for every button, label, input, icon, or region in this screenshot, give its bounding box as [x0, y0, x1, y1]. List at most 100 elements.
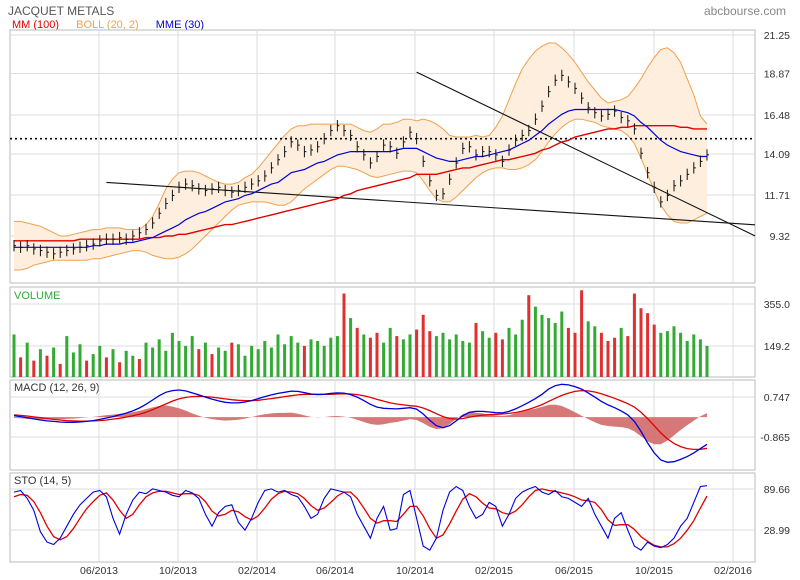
volume-bar [500, 339, 504, 377]
volume-bar [263, 341, 267, 377]
volume-bar [236, 344, 240, 377]
y-tick-label: 89.66 [764, 484, 790, 496]
volume-bar [533, 306, 537, 377]
volume-bar [170, 332, 174, 377]
y-tick-label: 11.71 [765, 190, 791, 202]
volume-bar [58, 363, 62, 377]
chart-title: JACQUET METALS [8, 4, 115, 18]
volume-bar [177, 341, 181, 377]
x-tick-label: 02/2016 [714, 565, 752, 577]
volume-bar [395, 336, 399, 377]
bollinger-band-fill [14, 43, 707, 270]
volume-bar [375, 332, 379, 377]
legend-mme: MME (30) [155, 19, 205, 31]
volume-bar [118, 362, 122, 377]
volume-bar [507, 327, 511, 377]
volume-bar [434, 336, 438, 377]
y-tick-label: 14.09 [764, 149, 790, 161]
volume-bar [230, 342, 234, 377]
volume-bar [45, 355, 49, 377]
volume-bar [652, 324, 656, 377]
volume-bar [38, 349, 42, 377]
y-tick-label: 16.48 [764, 110, 790, 122]
panel-frame [9, 29, 756, 284]
volume-bar [553, 323, 557, 377]
mme30-line [14, 108, 707, 248]
volume-bar [494, 332, 498, 377]
volume-bar [705, 345, 709, 377]
volume-bar [632, 293, 636, 377]
volume-bar [481, 331, 485, 377]
volume-bar [599, 332, 603, 377]
volume-bar [85, 360, 89, 377]
volume-bar [203, 342, 207, 377]
bollinger-upper-line [14, 42, 708, 237]
volume-bar [335, 336, 339, 377]
volume-bar [98, 345, 102, 377]
volume-bar [309, 339, 313, 377]
volume-bar [527, 295, 531, 377]
y-tick-label: 21.25 [764, 30, 790, 42]
x-tick-label: 10/2014 [396, 565, 434, 577]
volume-bar [329, 337, 333, 377]
macd-histogram [14, 404, 707, 445]
volume-bar [316, 341, 320, 377]
volume-bar [540, 314, 544, 377]
volume-bar [52, 347, 56, 377]
volume-bar [586, 321, 590, 377]
y-tick-label: 0.747 [764, 392, 790, 404]
macd-line [13, 383, 708, 463]
volume-bar [362, 334, 366, 377]
volume-bar [250, 345, 254, 377]
volume-bar [151, 347, 155, 377]
volume-bar [580, 290, 584, 377]
volume-bar [111, 349, 115, 377]
volume-bar [283, 344, 287, 377]
x-tick-label: 02/2015 [475, 565, 513, 577]
volume-bar [19, 357, 23, 377]
y-tick-label: 18.87 [764, 69, 790, 81]
volume-bar [243, 355, 247, 377]
volume-bar [71, 352, 75, 377]
volume-bar [368, 337, 372, 377]
volume-bar [408, 334, 412, 377]
sto-title: STO (14, 5) [14, 475, 72, 487]
volume-bar [190, 336, 194, 377]
volume-bar [547, 318, 551, 377]
volume-bar [124, 350, 128, 377]
volume-bar [566, 327, 570, 377]
volume-title: VOLUME [14, 290, 61, 302]
volume-bar [428, 331, 432, 377]
volume-bar [296, 342, 300, 377]
volume-bar [448, 339, 452, 377]
x-tick-label: 06/2014 [316, 565, 354, 577]
y-tick-label: 9.32 [770, 231, 791, 243]
volume-bar [573, 332, 577, 377]
panel-frame [9, 472, 756, 563]
volume-bar [197, 349, 201, 377]
volume-bar [679, 332, 683, 377]
volume-bar [639, 308, 643, 377]
volume-bar [276, 334, 280, 377]
trendline [416, 71, 756, 237]
x-tick-label: 10/2013 [159, 565, 197, 577]
volume-bar [606, 341, 610, 377]
volume-bar [672, 326, 676, 377]
volume-bar [593, 326, 597, 377]
volume-bar [256, 349, 260, 377]
volume-bar [137, 359, 141, 377]
volume-bar [520, 319, 524, 377]
source-label: abcbourse.com [703, 4, 786, 18]
x-tick-label: 06/2013 [80, 565, 118, 577]
volume-bar [91, 354, 95, 377]
volume-bar [685, 341, 689, 377]
volume-bar [665, 331, 669, 377]
legend-mm: MM (100) [12, 19, 60, 31]
volume-bar [131, 355, 135, 377]
volume-bar [692, 334, 696, 377]
volume-bar [560, 311, 564, 377]
volume-bar [514, 334, 518, 377]
sto-k-line [13, 485, 708, 551]
volume-bar [210, 354, 214, 377]
